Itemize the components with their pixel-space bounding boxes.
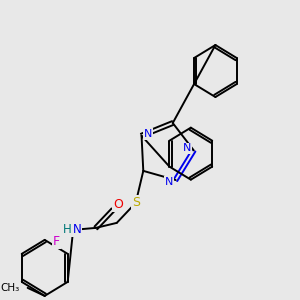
Text: F: F (52, 236, 60, 248)
Text: N: N (183, 143, 191, 153)
Text: S: S (132, 196, 140, 209)
Text: O: O (113, 198, 123, 212)
Text: N: N (73, 224, 81, 236)
Text: H: H (63, 224, 72, 236)
Text: N: N (144, 129, 152, 139)
Text: CH₃: CH₃ (1, 283, 20, 293)
Text: N: N (165, 177, 173, 187)
